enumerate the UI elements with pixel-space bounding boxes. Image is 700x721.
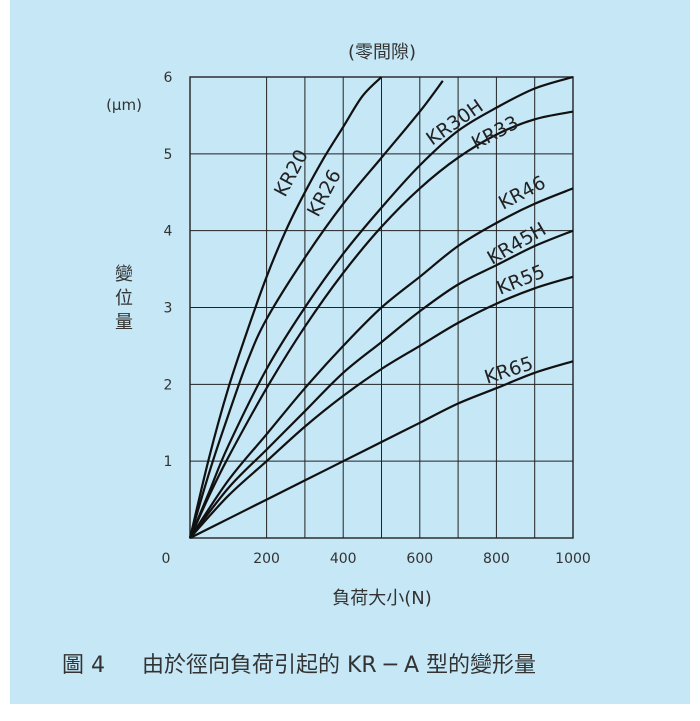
x-axis-label: 負荷大小(N) <box>332 588 432 609</box>
x-tick-label: 800 <box>483 551 510 567</box>
series-line-kr26 <box>188 80 444 539</box>
y-tick-label: 6 <box>164 70 173 86</box>
y-tick-label: 5 <box>164 147 173 163</box>
x-tick-label: 200 <box>253 551 280 567</box>
x-tick-label: 1000 <box>555 551 591 567</box>
chart-title: (零間隙) <box>348 42 416 63</box>
series-labels: KR20 KR26 KR30H KR33 KR46 KR45H KR55 KR6… <box>270 95 550 388</box>
x-tick-label: 600 <box>406 551 433 567</box>
x-tick-label: 400 <box>330 551 357 567</box>
y-tick-label: 3 <box>164 301 173 317</box>
y-tick-label: 2 <box>164 377 173 393</box>
series-line-kr45h <box>189 229 574 539</box>
series-line-kr65 <box>189 360 574 539</box>
series-line-kr46 <box>189 187 574 539</box>
curves <box>188 75 574 539</box>
series-line-kr20 <box>188 76 383 539</box>
y-axis-label: 變位量 <box>115 264 133 333</box>
series-label-kr46: KR46 <box>495 172 549 215</box>
series-line-kr30h <box>188 75 574 539</box>
caption-number: 圖 4 <box>62 653 105 678</box>
series-line-kr55 <box>189 275 574 539</box>
caption-text: 由於徑向負荷引起的 KR ─ A 型的變形量 <box>142 653 536 678</box>
series-line-kr33 <box>188 110 574 539</box>
y-tick-label: 4 <box>164 224 173 240</box>
x-tick-label: 0 <box>162 551 171 567</box>
tick-labels: 0 200 400 600 800 1000 1 2 3 4 5 6 <box>162 70 591 567</box>
y-unit: (μm) <box>106 96 142 114</box>
series-label-kr26: KR26 <box>303 166 346 220</box>
y-tick-label: 1 <box>164 454 173 470</box>
